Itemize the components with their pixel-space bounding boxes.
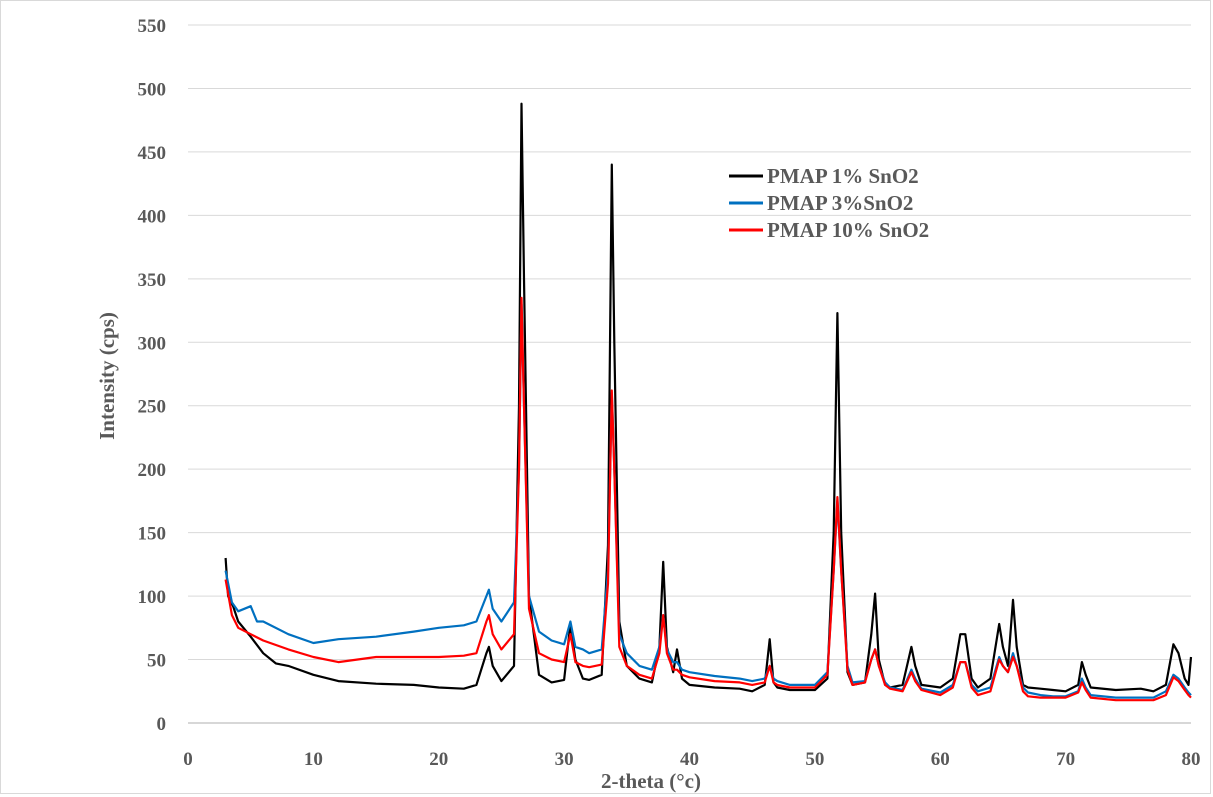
gridlines	[188, 24, 1191, 724]
series-line-2	[224, 303, 1192, 699]
y-tick-label-1: 50	[147, 651, 166, 672]
y-tick-label-2: 100	[138, 587, 167, 608]
x-tick-label-0: 0	[183, 749, 193, 770]
x-tick-label-4: 40	[680, 749, 699, 770]
y-tick-label-8: 400	[138, 206, 167, 227]
legend-label-1: PMAP 1% SnO2	[767, 164, 919, 188]
x-tick-label-2: 20	[429, 749, 448, 770]
x-tick-label-6: 60	[931, 749, 950, 770]
x-tick-label-1: 10	[304, 749, 323, 770]
legend-label-2: PMAP 3%SnO2	[767, 191, 913, 215]
series-line-3	[224, 296, 1192, 702]
legend: PMAP 1% SnO2 PMAP 3%SnO2 PMAP 10% SnO2	[729, 164, 929, 242]
y-tick-label-4: 200	[138, 460, 167, 481]
y-axis-ticks: 0 50 100 150 200 250 300 350 400 450 500 550	[138, 16, 167, 735]
y-tick-label-5: 250	[138, 397, 167, 418]
x-tick-label-7: 70	[1056, 749, 1075, 770]
x-tick-label-5: 50	[805, 749, 824, 770]
x-tick-label-3: 30	[555, 749, 574, 770]
x-tick-label-8: 80	[1182, 749, 1201, 770]
y-tick-label-6: 300	[138, 333, 167, 354]
y-tick-label-7: 350	[138, 270, 167, 291]
series-line-1	[224, 102, 1193, 693]
y-tick-label-3: 150	[138, 524, 167, 545]
y-tick-label-9: 450	[138, 143, 167, 164]
x-axis-ticks: 0 10 20 30 40 50 60 70 80	[183, 749, 1200, 770]
y-tick-label-11: 550	[138, 16, 167, 37]
y-tick-label-0: 0	[157, 714, 167, 735]
series-lines	[224, 102, 1193, 702]
legend-label-3: PMAP 10% SnO2	[767, 218, 929, 242]
y-tick-label-10: 500	[138, 79, 167, 100]
x-axis-title: 2-theta (°c)	[601, 769, 701, 793]
y-axis-title: Intensity (cps)	[95, 312, 119, 440]
